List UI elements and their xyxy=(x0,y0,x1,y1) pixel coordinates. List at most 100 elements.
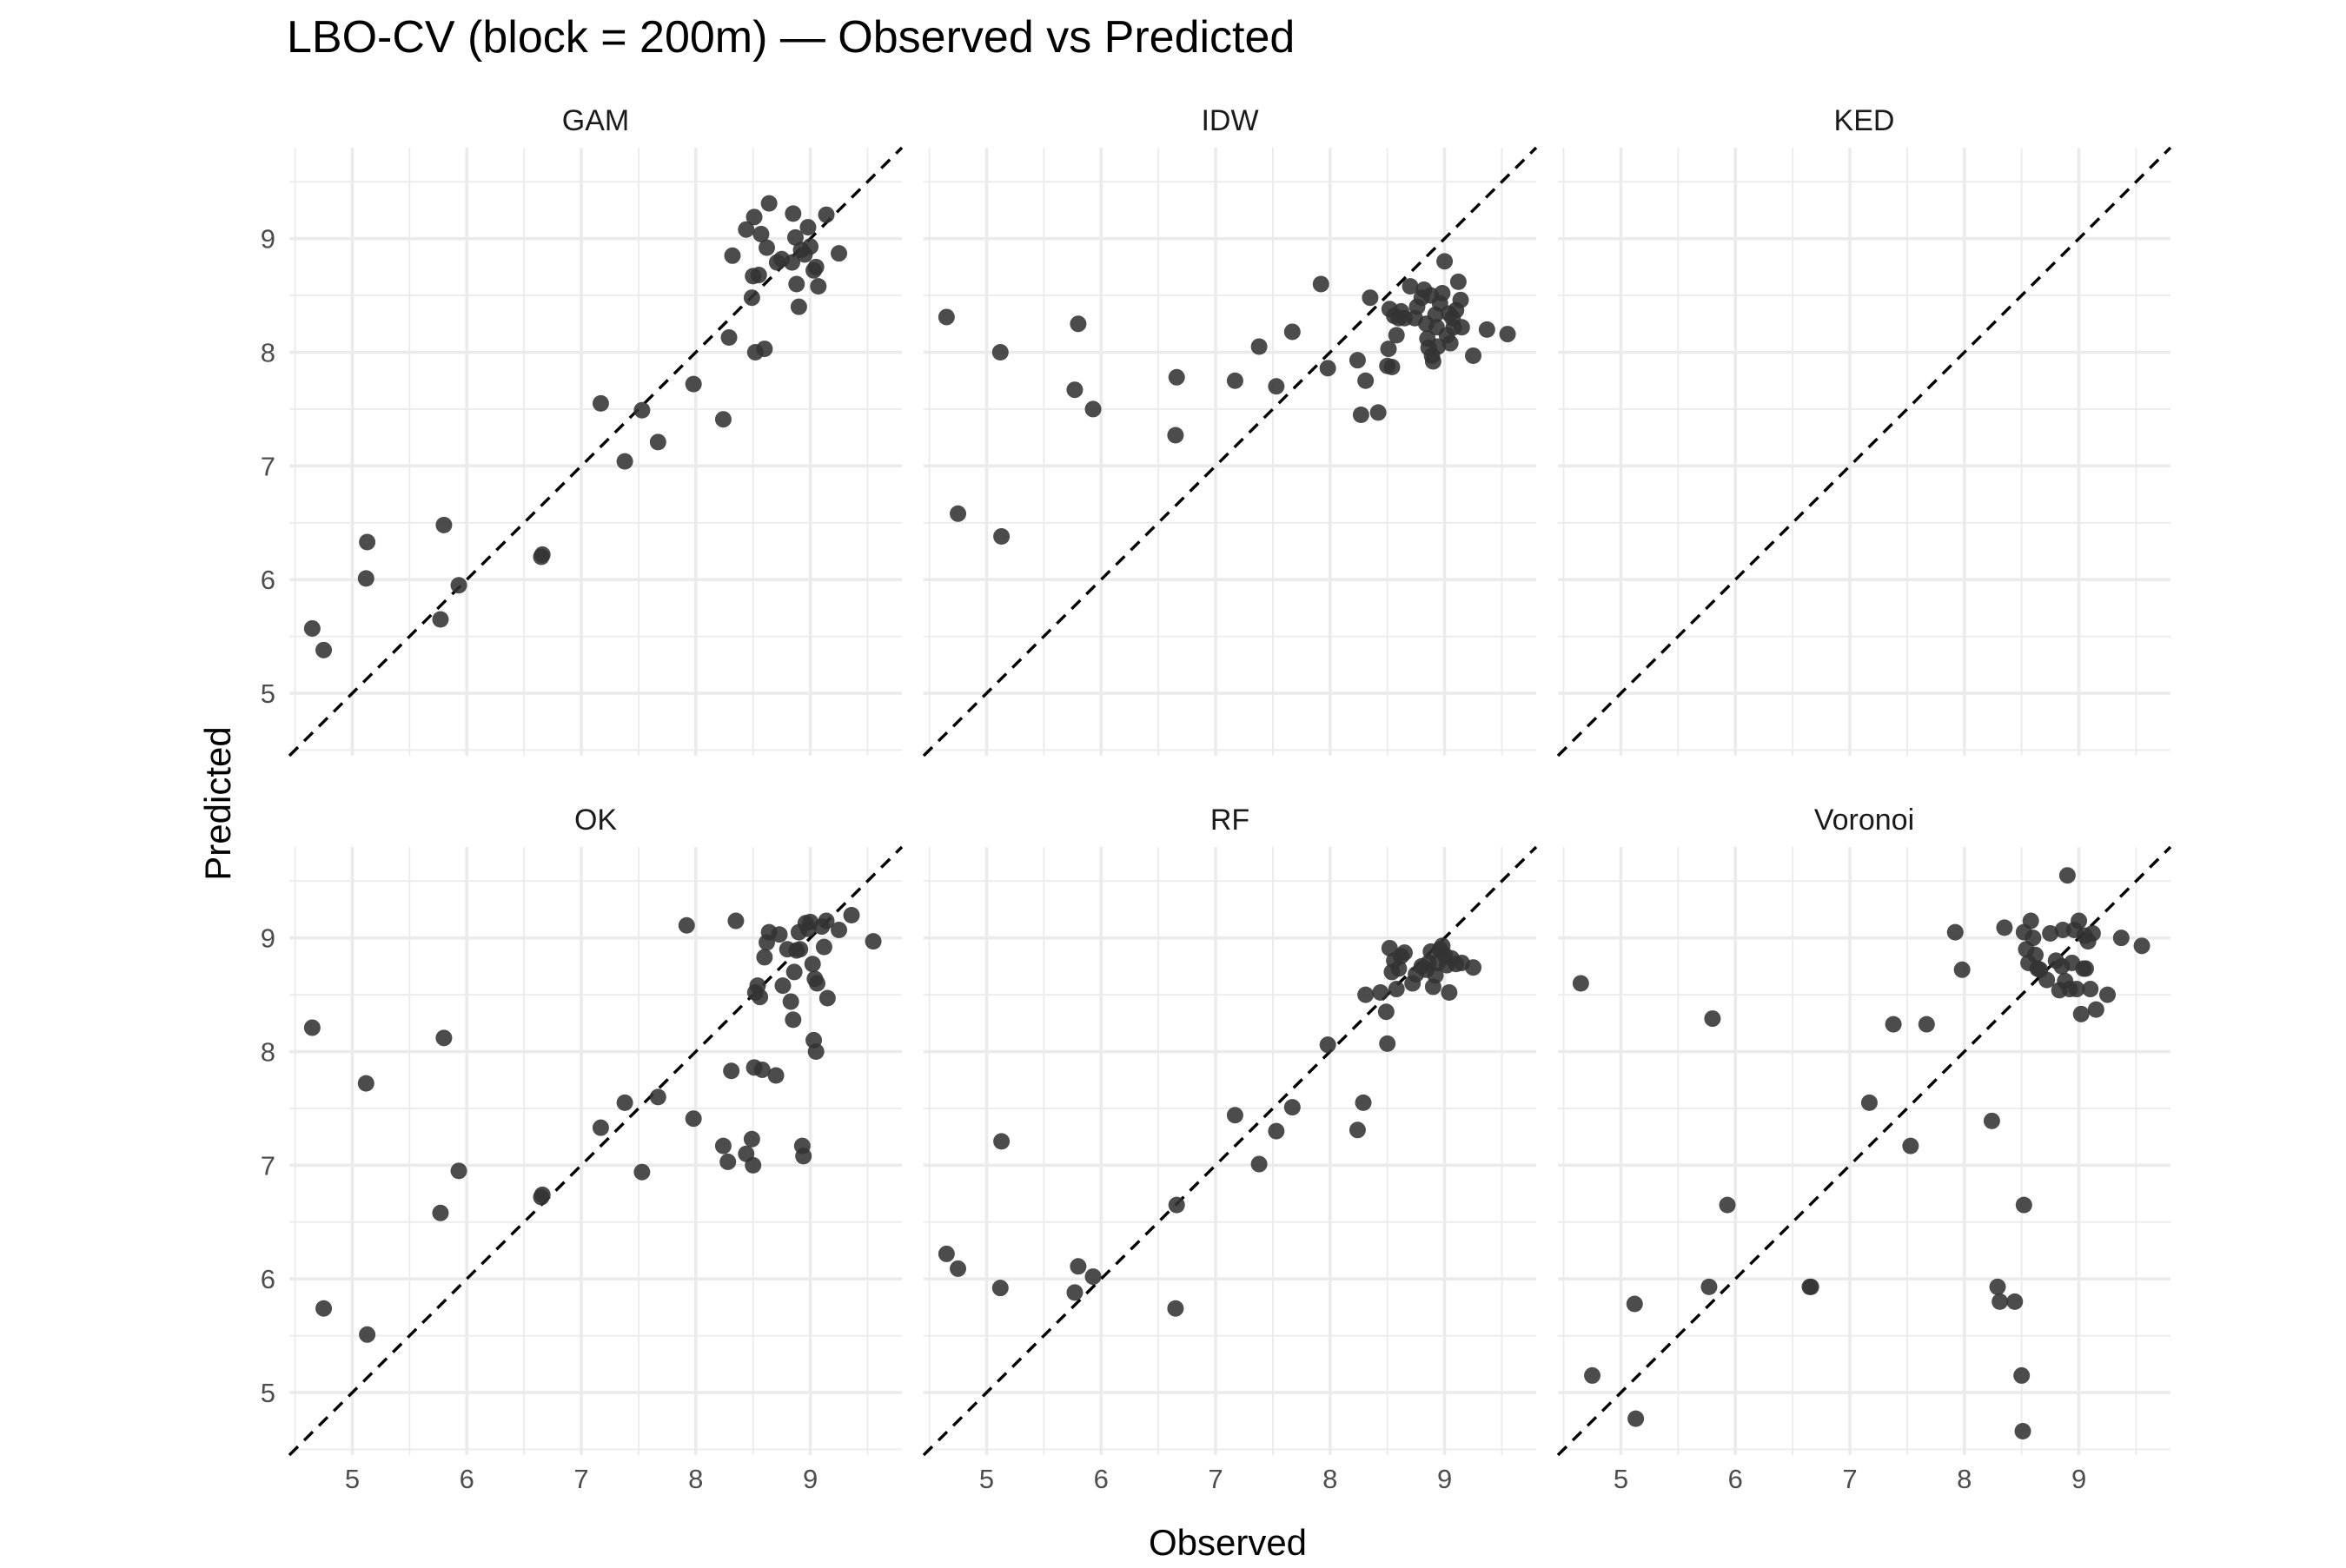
panel-grid xyxy=(924,847,1536,1455)
panel-points xyxy=(938,253,1516,545)
data-point xyxy=(685,375,702,393)
data-point xyxy=(767,1067,785,1084)
data-point xyxy=(1084,400,1102,418)
data-point xyxy=(1860,1094,1878,1111)
panel-ked: KED xyxy=(1556,104,2172,758)
data-point xyxy=(1989,1278,2006,1295)
data-point xyxy=(1167,1300,1184,1317)
data-point xyxy=(435,1029,453,1047)
data-point xyxy=(720,329,738,347)
data-point xyxy=(843,907,860,924)
data-point xyxy=(750,267,767,284)
data-point xyxy=(785,963,803,981)
data-point xyxy=(1312,275,1329,293)
data-point xyxy=(807,258,825,275)
panel-rf: RF 5 6 7 8 9 xyxy=(922,804,1538,1494)
data-point xyxy=(818,206,835,223)
data-point xyxy=(357,1075,374,1092)
x-tick-label: 6 xyxy=(1094,1464,1109,1494)
panel-strip-label: GAM xyxy=(562,104,629,137)
panel-grid xyxy=(289,847,902,1455)
x-tick-label: 6 xyxy=(1728,1464,1743,1494)
data-point xyxy=(1226,1107,1243,1124)
data-point xyxy=(1355,1094,1372,1111)
data-point xyxy=(1478,321,1495,338)
x-tick-label: 8 xyxy=(1322,1464,1337,1494)
panel-gam: GAM 5 6 7 8 9 xyxy=(261,104,904,758)
data-point xyxy=(2054,922,2071,939)
data-point xyxy=(723,1062,740,1080)
data-point xyxy=(818,912,835,930)
data-point xyxy=(592,394,609,412)
data-point xyxy=(303,619,321,637)
data-point xyxy=(1704,1010,1721,1028)
data-point xyxy=(1168,1196,1185,1214)
data-point xyxy=(1388,981,1405,998)
data-point xyxy=(1395,944,1413,962)
data-point xyxy=(1381,939,1398,956)
data-point xyxy=(1319,360,1336,377)
data-point xyxy=(802,238,819,255)
data-point xyxy=(1991,1293,2009,1310)
data-point xyxy=(2027,946,2044,963)
data-point xyxy=(432,1204,449,1221)
data-point xyxy=(1283,1099,1301,1116)
panel-idw: IDW xyxy=(922,104,1538,758)
data-point xyxy=(2022,912,2039,930)
data-point xyxy=(1700,1278,1718,1295)
data-point xyxy=(1066,1284,1084,1301)
y-tick-label: 7 xyxy=(261,451,275,481)
data-point xyxy=(1268,378,1285,395)
x-tick-label: 9 xyxy=(1437,1464,1452,1494)
data-point xyxy=(799,219,817,236)
panel-strip-label: OK xyxy=(574,804,617,837)
data-point xyxy=(1452,291,1469,308)
data-point xyxy=(357,570,374,587)
data-point xyxy=(633,1163,651,1181)
data-point xyxy=(2077,960,2094,977)
data-point xyxy=(1250,338,1268,355)
data-point xyxy=(743,1130,760,1148)
data-point xyxy=(831,245,848,262)
x-tick-label: 5 xyxy=(345,1464,360,1494)
data-point xyxy=(753,1061,771,1078)
x-tick-label: 8 xyxy=(1957,1464,1972,1494)
y-tick-label: 5 xyxy=(261,678,275,709)
identity-line xyxy=(922,146,1538,758)
data-point xyxy=(2058,867,2076,884)
data-point xyxy=(1250,1155,1268,1173)
data-point xyxy=(1167,427,1184,444)
data-point xyxy=(808,975,825,992)
data-point xyxy=(1377,1003,1395,1021)
x-tick-label: 5 xyxy=(1614,1464,1628,1494)
data-point xyxy=(771,926,788,943)
data-point xyxy=(807,1043,825,1061)
data-point xyxy=(450,577,467,594)
data-point xyxy=(1427,967,1444,984)
x-tick-label: 5 xyxy=(979,1464,994,1494)
data-point xyxy=(865,933,882,950)
data-point xyxy=(2014,1423,2031,1440)
data-point xyxy=(616,1094,633,1111)
y-tick-label: 8 xyxy=(261,1037,275,1068)
data-point xyxy=(714,1137,732,1154)
data-point xyxy=(2087,1001,2104,1018)
data-point xyxy=(2082,981,2099,998)
data-point xyxy=(592,1119,609,1136)
data-point xyxy=(1499,326,1516,343)
data-point xyxy=(2068,981,2085,998)
data-point xyxy=(1268,1122,1285,1140)
data-point xyxy=(745,1156,762,1174)
data-point xyxy=(782,993,799,1010)
x-tick-label: 7 xyxy=(573,1464,588,1494)
data-point xyxy=(1283,323,1301,341)
identity-line xyxy=(1556,845,2172,1457)
data-point xyxy=(2013,1366,2031,1384)
data-point xyxy=(743,289,760,307)
y-tick-label: 7 xyxy=(261,1150,275,1181)
data-point xyxy=(991,344,1009,361)
data-point xyxy=(2015,1196,2032,1214)
data-point xyxy=(752,225,770,242)
data-point xyxy=(804,956,821,973)
